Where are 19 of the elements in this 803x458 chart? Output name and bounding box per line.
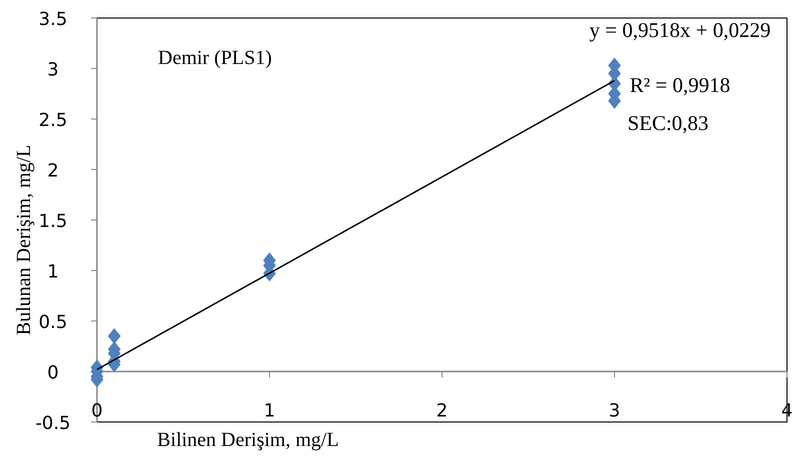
annotation: R² = 0,9918: [630, 73, 730, 97]
x-tick-label: 3: [608, 400, 620, 422]
y-tick-label: 1.5: [38, 211, 68, 232]
x-axis-title: Bilinen Derişim, mg/L: [157, 429, 339, 451]
x-tick-label: 1: [264, 400, 276, 422]
x-tick-label: 0: [91, 400, 103, 422]
annotation: SEC:0,83: [627, 111, 709, 135]
text: Demir (PLS1): [158, 47, 272, 69]
y-tick-label: 2: [47, 160, 59, 182]
y-tick-label: 1: [47, 262, 59, 282]
y-tick-label: 3: [47, 60, 59, 80]
y-tick-label: -0.5: [35, 413, 71, 434]
y-tick-label: 3.5: [38, 9, 68, 30]
annotation: y = 0,9518x + 0,0229: [589, 18, 771, 42]
y-tick-label: 2.5: [38, 110, 68, 131]
y-tick-label: 0.5: [38, 312, 68, 333]
x-tick-label: 2: [436, 400, 448, 422]
y-tick-label: 0: [47, 362, 59, 384]
y-axis-title: Bulunan Derişim, mg/L: [13, 144, 35, 336]
